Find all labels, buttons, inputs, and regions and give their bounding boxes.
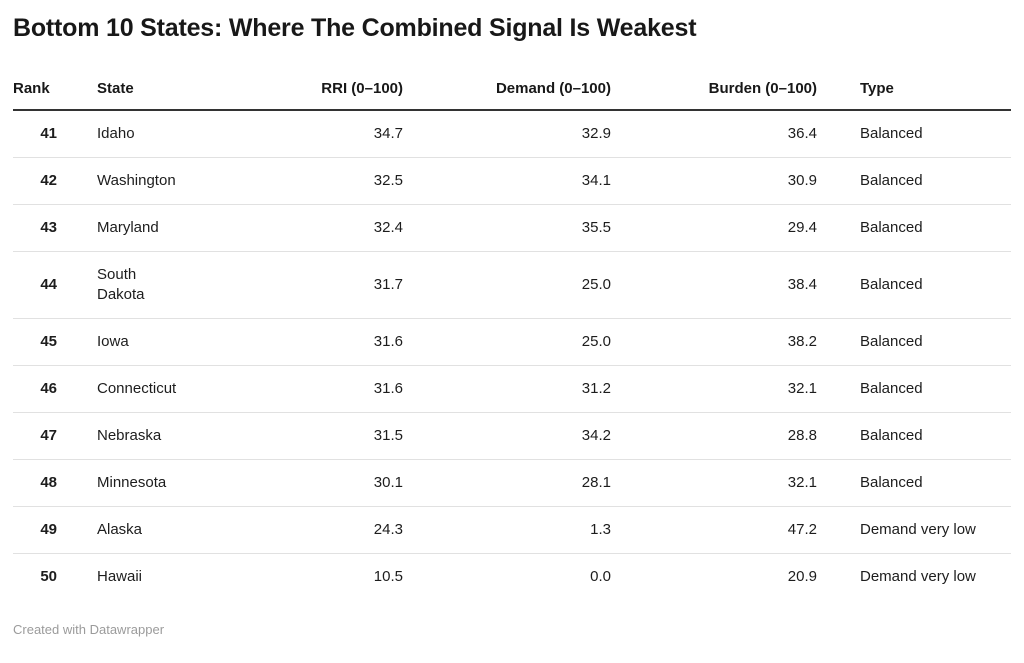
burden-cell: 47.2 xyxy=(611,506,817,554)
type-cell: Balanced xyxy=(817,204,1011,252)
type-cell: Demand very low xyxy=(817,506,1011,554)
state-cell: Minnesota xyxy=(57,459,210,507)
header-row: Rank State RRI (0–100) Demand (0–100) Bu… xyxy=(13,79,1011,111)
table-row: 43 Maryland 32.4 35.5 29.4 Balanced xyxy=(13,204,1011,252)
demand-cell: 25.0 xyxy=(403,251,611,319)
rank-cell: 43 xyxy=(13,204,57,252)
rri-cell: 31.5 xyxy=(210,412,403,460)
rri-cell: 32.5 xyxy=(210,157,403,205)
demand-cell: 31.2 xyxy=(403,365,611,413)
burden-cell: 36.4 xyxy=(611,110,817,158)
burden-cell: 38.2 xyxy=(611,318,817,366)
rri-cell: 10.5 xyxy=(373,568,403,585)
type-cell: Balanced xyxy=(817,251,1011,319)
rank-cell: 50 xyxy=(40,568,57,585)
rri-cell: 31.7 xyxy=(210,251,403,319)
rank-cell: 44 xyxy=(13,251,57,319)
type-cell: Balanced xyxy=(817,157,1011,205)
table-row: 44 South Dakota 31.7 25.0 38.4 Balanced xyxy=(13,251,1011,319)
column-header-type: Type xyxy=(817,79,1011,111)
demand-cell: 1.3 xyxy=(403,506,611,554)
demand-cell: 0.0 xyxy=(590,568,611,585)
table-row: 50 Hawaii 10.5 0.0 20.9 Demand very low xyxy=(13,554,1011,601)
state-cell: Idaho xyxy=(57,110,210,158)
burden-cell: 30.9 xyxy=(611,157,817,205)
burden-cell: 32.1 xyxy=(611,365,817,413)
rank-cell: 41 xyxy=(13,110,57,158)
demand-cell: 35.5 xyxy=(403,204,611,252)
type-cell: Balanced xyxy=(817,412,1011,460)
state-cell: Hawaii xyxy=(97,568,143,585)
rri-cell: 32.4 xyxy=(210,204,403,252)
column-header-rri: RRI (0–100) xyxy=(210,79,403,111)
demand-cell: 34.2 xyxy=(403,412,611,460)
table-row: 42 Washington 32.5 34.1 30.9 Balanced xyxy=(13,157,1011,205)
rank-cell: 46 xyxy=(13,365,57,413)
column-header-state: State xyxy=(57,79,210,111)
rank-cell: 48 xyxy=(13,459,57,507)
state-cell: Iowa xyxy=(57,318,210,366)
state-cell: Connecticut xyxy=(57,365,210,413)
demand-cell: 25.0 xyxy=(403,318,611,366)
table-row: 48 Minnesota 30.1 28.1 32.1 Balanced xyxy=(13,459,1011,507)
rank-cell: 49 xyxy=(13,506,57,554)
table-row: 47 Nebraska 31.5 34.2 28.8 Balanced xyxy=(13,412,1011,460)
table-row: 46 Connecticut 31.6 31.2 32.1 Balanced xyxy=(13,365,1011,413)
rank-cell: 45 xyxy=(13,318,57,366)
rri-cell: 31.6 xyxy=(210,318,403,366)
rri-cell: 30.1 xyxy=(210,459,403,507)
attribution: Created with Datawrapper xyxy=(13,622,165,637)
column-header-burden: Burden (0–100) xyxy=(611,79,817,111)
rri-cell: 31.6 xyxy=(210,365,403,413)
type-cell: Balanced xyxy=(817,110,1011,158)
rank-cell: 47 xyxy=(13,412,57,460)
type-cell: Demand very low xyxy=(860,568,976,585)
demand-cell: 34.1 xyxy=(403,157,611,205)
type-cell: Balanced xyxy=(817,459,1011,507)
type-cell: Balanced xyxy=(817,318,1011,366)
demand-cell: 28.1 xyxy=(403,459,611,507)
state-cell: Alaska xyxy=(57,506,210,554)
table-row: 49 Alaska 24.3 1.3 47.2 Demand very low xyxy=(13,506,1011,554)
burden-cell: 28.8 xyxy=(611,412,817,460)
state-cell: Maryland xyxy=(57,204,210,252)
state-cell: Nebraska xyxy=(57,412,210,460)
data-table: Rank State RRI (0–100) Demand (0–100) Bu… xyxy=(13,79,1011,600)
burden-cell: 20.9 xyxy=(787,568,817,585)
burden-cell: 32.1 xyxy=(611,459,817,507)
burden-cell: 38.4 xyxy=(611,251,817,319)
column-header-rank: Rank xyxy=(13,79,57,111)
type-cell: Balanced xyxy=(817,365,1011,413)
table-body: 41 Idaho 34.7 32.9 36.4 Balanced 42 Wash… xyxy=(13,110,1011,600)
burden-cell: 29.4 xyxy=(611,204,817,252)
demand-cell: 32.9 xyxy=(403,110,611,158)
table-row: 41 Idaho 34.7 32.9 36.4 Balanced xyxy=(13,110,1011,158)
rank-cell: 42 xyxy=(13,157,57,205)
column-header-demand: Demand (0–100) xyxy=(403,79,611,111)
state-cell: Washington xyxy=(57,157,210,205)
state-cell: South Dakota xyxy=(57,251,210,319)
rri-cell: 34.7 xyxy=(210,110,403,158)
chart-title: Bottom 10 States: Where The Combined Sig… xyxy=(13,14,697,42)
table-header: Rank State RRI (0–100) Demand (0–100) Bu… xyxy=(13,79,1011,111)
table-row: 45 Iowa 31.6 25.0 38.2 Balanced xyxy=(13,318,1011,366)
rri-cell: 24.3 xyxy=(210,506,403,554)
